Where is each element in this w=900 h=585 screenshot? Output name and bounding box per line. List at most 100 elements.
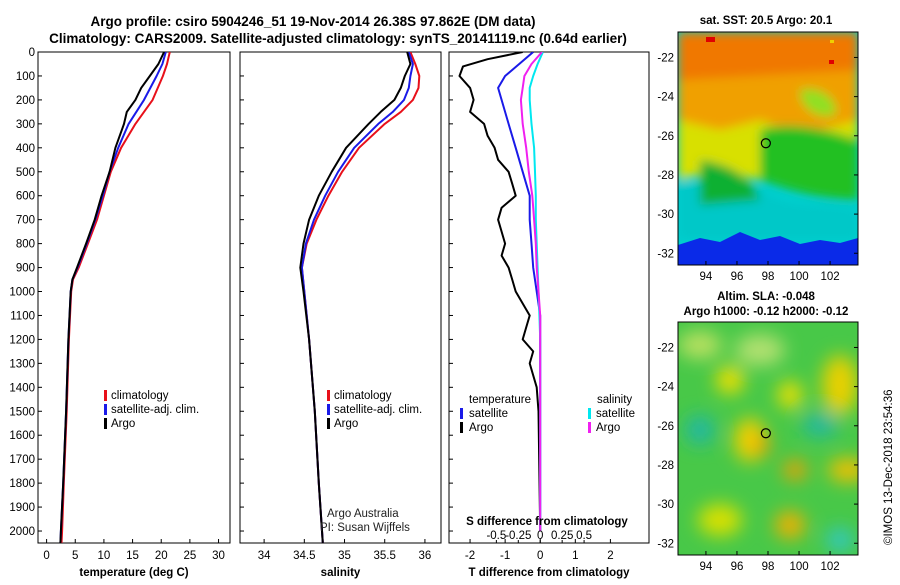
y-tick-label: 800 <box>16 239 35 251</box>
x-tick-label: 35.5 <box>374 550 396 562</box>
legend-entry: Argo <box>596 422 620 434</box>
y-tick-label: 400 <box>16 143 35 155</box>
map-x-tick-label: 94 <box>700 561 713 573</box>
map-x-tick-label: 98 <box>762 271 775 283</box>
argo-location-marker <box>760 138 771 149</box>
profile-panel-1: 0100200300400500600700800900100011001200… <box>9 47 231 579</box>
legend-swatch <box>327 404 330 415</box>
legend-entry: Argo <box>111 418 135 430</box>
legend-entry: climatology <box>334 390 392 402</box>
sla-map: Altim. SLA: -0.048 Argo h1000: -0.12 h20… <box>657 291 859 573</box>
y-tick-label: 1700 <box>9 454 35 466</box>
s-tick-label: -0.25 <box>505 530 531 542</box>
profile-panel-2: 34 34.5 35 35.5 36 salinity climatology satelli… <box>239 51 442 579</box>
map-y-tick-label: -28 <box>657 170 674 182</box>
x-tick-label: 1 <box>572 550 578 562</box>
sst-map-title: sat. SST: 20.5 Argo: 20.1 <box>700 15 833 27</box>
map-x-tick-label: 100 <box>789 271 808 283</box>
x-tick-label: 0 <box>537 550 543 562</box>
y-tick-label: 1800 <box>9 478 35 490</box>
legend-swatch <box>588 422 591 433</box>
map-y-tick-label: -32 <box>657 248 674 260</box>
map-y-tick-label: -32 <box>657 538 674 550</box>
legend-swatch <box>588 408 591 419</box>
series-satellite-adj-clim- <box>59 52 167 543</box>
x-tick-label: 0 <box>43 550 49 562</box>
y-tick-label: 100 <box>16 71 35 83</box>
panel-frame <box>448 51 650 544</box>
y-tick-label: 1100 <box>10 310 35 322</box>
y-tick-label: 500 <box>16 167 35 179</box>
y-tick-label: 1000 <box>9 287 35 299</box>
legend-swatch <box>460 408 463 419</box>
y-tick-label: 1600 <box>9 430 35 442</box>
profile-panel-3: -2 -1 0 1 2 T difference from climatology temp… <box>448 51 650 579</box>
x-tick-label: 10 <box>98 550 111 562</box>
legend-entry: climatology <box>111 390 169 402</box>
map-y-tick-label: -30 <box>657 209 674 221</box>
x-axis-label: T difference from climatology <box>468 567 630 579</box>
map-x-tick-label: 100 <box>789 561 808 573</box>
series-s-argo <box>519 52 543 531</box>
y-tick-label: 1500 <box>9 406 35 418</box>
legend-entry: satellite-adj. clim. <box>334 404 422 416</box>
s-tick-label: 0.5 <box>576 530 592 542</box>
x-tick-label: 20 <box>155 550 168 562</box>
x-tick-label: 5 <box>72 550 78 562</box>
y-tick-label: 1900 <box>9 502 35 514</box>
x-tick-label: 35 <box>338 550 351 562</box>
y-tick-label: 900 <box>16 263 35 275</box>
x-tick-label: 34 <box>258 550 271 562</box>
panel-frame <box>37 51 231 544</box>
map-y-tick-label: -22 <box>657 342 674 354</box>
y-tick-label: 300 <box>16 119 35 131</box>
y-tick-label: 1300 <box>9 358 35 370</box>
y-tick-label: 600 <box>16 191 35 203</box>
legend-entry: Argo <box>469 422 493 434</box>
legend-entry: Argo <box>334 418 358 430</box>
x-axis-label: temperature (deg C) <box>79 567 188 579</box>
map-y-tick-label: -26 <box>657 421 674 433</box>
map-y-tick-label: -22 <box>657 52 674 64</box>
series-t-argo <box>458 52 542 532</box>
map-y-tick-label: -28 <box>657 460 674 472</box>
series-argo <box>59 52 166 543</box>
s-tick-label: 0.25 <box>551 530 573 542</box>
legend-title-temperature: temperature <box>469 394 531 406</box>
y-tick-label: 1200 <box>9 334 35 346</box>
credit-line-1: Argo Australia <box>327 508 399 520</box>
x-tick-label: 30 <box>212 550 225 562</box>
legend-entry: satellite <box>596 408 635 420</box>
x-tick-label: 36 <box>419 550 432 562</box>
map-x-tick-label: 102 <box>820 271 839 283</box>
series-climatology <box>300 52 421 543</box>
sla-map-title-1: Altim. SLA: -0.048 <box>717 291 815 303</box>
map-y-tick-label: -26 <box>657 131 674 143</box>
y-tick-label: 2000 <box>9 526 35 538</box>
series-argo <box>299 52 412 543</box>
s-tick-label: 0 <box>537 530 543 542</box>
legend-swatch <box>104 404 107 415</box>
legend-swatch <box>327 418 330 429</box>
x-tick-label: 25 <box>183 550 196 562</box>
map-x-tick-label: 96 <box>731 271 744 283</box>
map-x-tick-label: 98 <box>762 561 775 573</box>
s-axis-label: S difference from climatology <box>466 516 628 528</box>
credit-line-2: PI: Susan Wijffels <box>320 522 410 534</box>
x-axis-label: salinity <box>321 567 361 579</box>
sst-map: sat. SST: 20.5 Argo: 20.1 94 96 98 100 102 -2… <box>657 15 859 283</box>
map-x-tick-label: 96 <box>731 561 744 573</box>
x-tick-label: 15 <box>126 550 139 562</box>
argo-location-marker-sla <box>760 428 771 439</box>
map-x-tick-label: 102 <box>820 561 839 573</box>
title-line-1: Argo profile: csiro 5904246_51 19-Nov-20… <box>91 14 536 29</box>
title-line-2: Climatology: CARS2009. Satellite-adjuste… <box>49 31 627 46</box>
map-x-tick-label: 94 <box>700 271 713 283</box>
x-tick-label: 2 <box>607 550 613 562</box>
y-tick-label: 700 <box>16 215 35 227</box>
y-tick-label: 0 <box>29 47 35 59</box>
series-t-satellite <box>497 52 542 531</box>
legend-swatch <box>104 390 107 401</box>
x-tick-label: 34.5 <box>293 550 315 562</box>
